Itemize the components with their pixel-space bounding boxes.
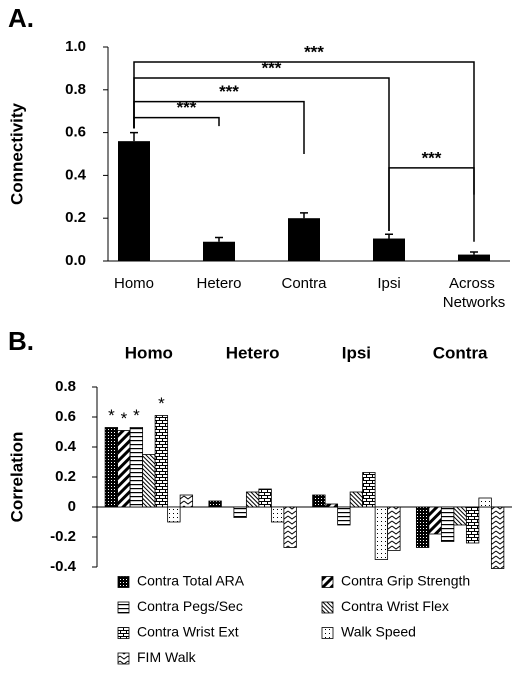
- bar: [117, 430, 131, 508]
- y-tick-label: 0.4: [65, 166, 87, 183]
- legend-label: FIM Walk: [137, 649, 197, 665]
- legend-label: Contra Wrist Ext: [137, 624, 239, 640]
- error-bar: [215, 236, 223, 242]
- bar: [208, 500, 222, 508]
- x-tick-label: Across Networks: [443, 275, 506, 311]
- bar: [179, 494, 194, 508]
- y-tick-label: -0.4: [50, 558, 77, 575]
- legend-swatch: [117, 627, 130, 639]
- legend-swatch: [321, 601, 334, 614]
- y-tick-label: 0.2: [55, 468, 76, 485]
- bar: [428, 506, 442, 535]
- bar: [283, 506, 297, 548]
- legend-swatch: [321, 576, 334, 588]
- bar: [203, 241, 235, 261]
- bar: [337, 506, 351, 526]
- legend-swatch: [117, 652, 130, 665]
- group-label: Hetero: [226, 343, 280, 362]
- bar: [458, 254, 490, 261]
- y-tick-label: 0.6: [55, 408, 76, 425]
- y-tick-label: 0: [68, 498, 76, 515]
- legend-swatch: [117, 576, 130, 588]
- bar: [324, 503, 339, 508]
- significance-bracket: [388, 167, 475, 232]
- bar: [362, 472, 376, 508]
- y-tick-label: -0.2: [50, 528, 76, 545]
- legend-label: Contra Wrist Flex: [341, 598, 449, 614]
- bar: [258, 488, 272, 508]
- y-tick-label: 1.0: [65, 38, 86, 55]
- significance-label: *: [121, 409, 128, 428]
- error-bar: [130, 131, 138, 142]
- bar: [233, 506, 247, 518]
- bar: [373, 238, 405, 261]
- bar: [415, 506, 430, 548]
- bar: [288, 218, 320, 261]
- significance-label: *: [158, 394, 165, 413]
- significance-bracket: [133, 100, 305, 154]
- bar: [349, 491, 364, 508]
- error-bar: [300, 212, 308, 219]
- bar: [465, 506, 480, 544]
- group-label: Contra: [433, 343, 488, 362]
- legend-label: Contra Pegs/Sec: [137, 598, 243, 614]
- legend-label: Walk Speed: [341, 624, 416, 640]
- significance-label: *: [133, 406, 140, 425]
- significance-bracket: [133, 61, 475, 242]
- x-tick-label: Hetero: [196, 275, 241, 292]
- bar: [440, 506, 455, 542]
- y-axis-label: Correlation: [7, 432, 26, 523]
- bar: [245, 491, 260, 508]
- error-bar: [470, 251, 478, 255]
- bar: [387, 506, 401, 551]
- significance-label: ***: [262, 59, 282, 78]
- error-bar: [385, 233, 393, 239]
- bar: [490, 506, 505, 569]
- legend-label: Contra Grip Strength: [341, 573, 470, 589]
- group-label: Ipsi: [342, 343, 371, 362]
- y-tick-label: 0.8: [65, 81, 86, 98]
- significance-label: ***: [422, 148, 442, 167]
- bar: [142, 454, 156, 508]
- y-axis-label: Connectivity: [7, 102, 26, 205]
- x-tick-label: Homo: [114, 275, 154, 292]
- x-tick-label: Contra: [281, 275, 327, 292]
- legend-swatch: [117, 601, 130, 614]
- group-label: Homo: [125, 343, 173, 362]
- bar: [374, 506, 389, 560]
- bar: [312, 494, 326, 508]
- significance-label: *: [108, 406, 115, 425]
- significance-label: ***: [219, 82, 239, 101]
- bar: [129, 427, 144, 508]
- bar: [118, 141, 150, 261]
- y-tick-label: 0.8: [55, 378, 76, 395]
- y-tick-label: 0.6: [65, 124, 86, 141]
- bar: [270, 506, 285, 523]
- panel-label: B.: [8, 326, 34, 356]
- legend-label: Contra Total ARA: [137, 573, 245, 589]
- bar: [167, 506, 181, 523]
- bar: [154, 415, 169, 508]
- y-tick-label: 0.4: [55, 438, 77, 455]
- bar: [104, 427, 119, 508]
- bar: [478, 497, 492, 508]
- panel-label: A.: [8, 3, 34, 33]
- significance-bracket: [133, 116, 220, 129]
- significance-label: ***: [177, 98, 197, 117]
- y-tick-label: 0.2: [65, 209, 86, 226]
- bar: [453, 506, 467, 526]
- significance-label: ***: [304, 42, 324, 61]
- x-tick-label: Ipsi: [377, 275, 400, 292]
- legend-swatch: [321, 627, 334, 639]
- y-tick-label: 0.0: [65, 252, 86, 269]
